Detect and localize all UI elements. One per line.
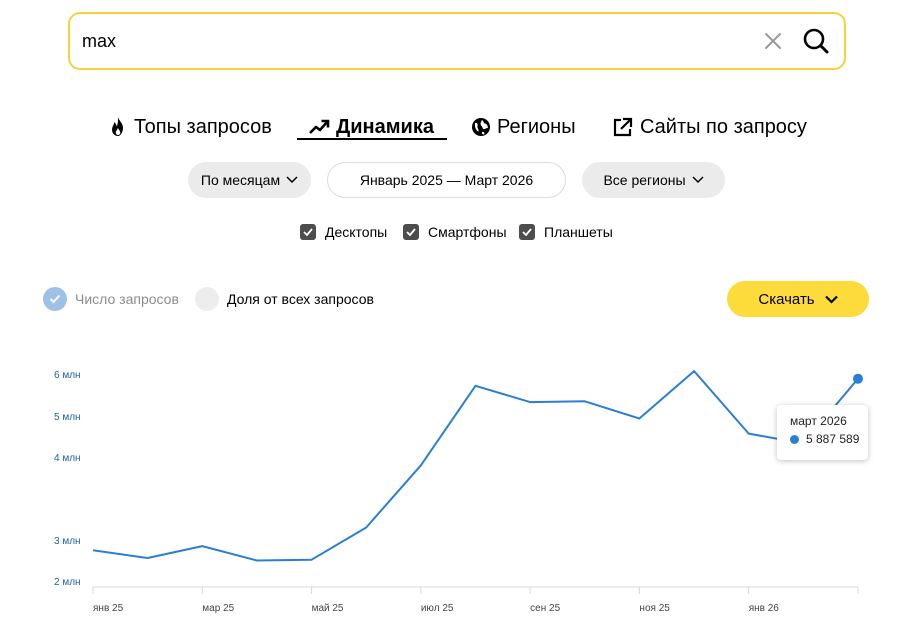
trend-up-icon [309,119,330,134]
data-point [853,373,863,384]
tab-label: Топы запросов [134,115,272,138]
tab-sites[interactable]: Сайты по запросу [612,112,807,142]
clear-search-icon[interactable] [763,31,783,51]
dynamics-chart: 2 млн 3 млн 4 млн 5 млн 6 млн янв 25 мар 25 май… [54,370,863,614]
checkbox-label: Десктопы [325,224,388,240]
x-tick-label: ноя 25 [639,603,670,614]
globe-icon [472,118,490,136]
x-tick-label: мар 25 [202,603,234,614]
y-tick-label: 2 млн [54,577,81,588]
checkbox-checked-icon [403,224,419,240]
radio-label: Доля от всех запросов [227,291,374,307]
radio-unchecked-icon [195,287,219,311]
period-select[interactable]: По месяцам [188,162,311,198]
x-tick-label: янв 26 [749,603,780,614]
y-tick-label: 5 млн [54,412,81,423]
x-tick-label: май 25 [312,603,344,614]
chart-tooltip: март 2026 5 887 589 [777,405,868,460]
search-icon[interactable] [802,27,830,55]
fire-icon [112,117,123,136]
chevron-down-icon [824,295,838,304]
date-range-value: Январь 2025 — Март 2026 [359,172,534,188]
tab-label: Регионы [497,115,576,138]
region-select[interactable]: Все регионы [582,162,725,198]
active-tab-indicator [297,138,447,140]
radio-label: Число запросов [75,291,179,307]
checkbox-desktop[interactable]: Десктопы [300,222,387,242]
x-tick-label: янв 25 [93,603,124,614]
tab-label: Динамика [336,115,434,138]
tooltip-label: март 2026 [790,414,847,428]
y-tick-label: 4 млн [54,453,81,464]
period-value: По месяцам [200,172,281,188]
tooltip-value: 5 887 589 [806,432,860,446]
tooltip-row: 5 887 589 [790,432,868,446]
chevron-down-icon [286,176,298,184]
series-line [92,370,859,562]
y-tick-label: 6 млн [54,370,81,381]
region-value: Все регионы [603,172,686,188]
series-color-dot [790,434,799,444]
x-tick-label: сен 25 [530,603,560,614]
download-button[interactable]: Скачать [727,281,869,317]
tab-regions[interactable]: Регионы [471,112,576,142]
checkbox-checked-icon [519,224,535,240]
tab-dynamics[interactable]: Динамика [308,112,434,142]
external-link-icon [613,117,633,137]
chevron-down-icon [692,176,704,184]
tabs-bar: Топы запросов Динамика Регионы Сайты по … [0,112,899,146]
download-label: Скачать [758,290,815,308]
search-input[interactable] [82,26,722,56]
x-tick-label: июл 25 [421,603,454,614]
search-bar [68,12,846,70]
date-range-picker[interactable]: Январь 2025 — Март 2026 [327,162,566,198]
tab-top-queries[interactable]: Топы запросов [108,112,272,142]
radio-query-share[interactable]: Доля от всех запросов [195,287,374,311]
radio-query-count[interactable]: Число запросов [43,287,179,311]
device-filters: Десктопы Смартфоны Планшеты [0,222,899,242]
checkbox-checked-icon [300,224,316,240]
y-tick-label: 3 млн [54,536,81,547]
tab-label: Сайты по запросу [640,115,807,138]
checkbox-tablet[interactable]: Планшеты [519,222,613,242]
checkbox-smartphone[interactable]: Смартфоны [403,222,507,242]
radio-checked-icon [43,287,67,311]
checkbox-label: Смартфоны [428,224,507,240]
checkbox-label: Планшеты [544,224,613,240]
